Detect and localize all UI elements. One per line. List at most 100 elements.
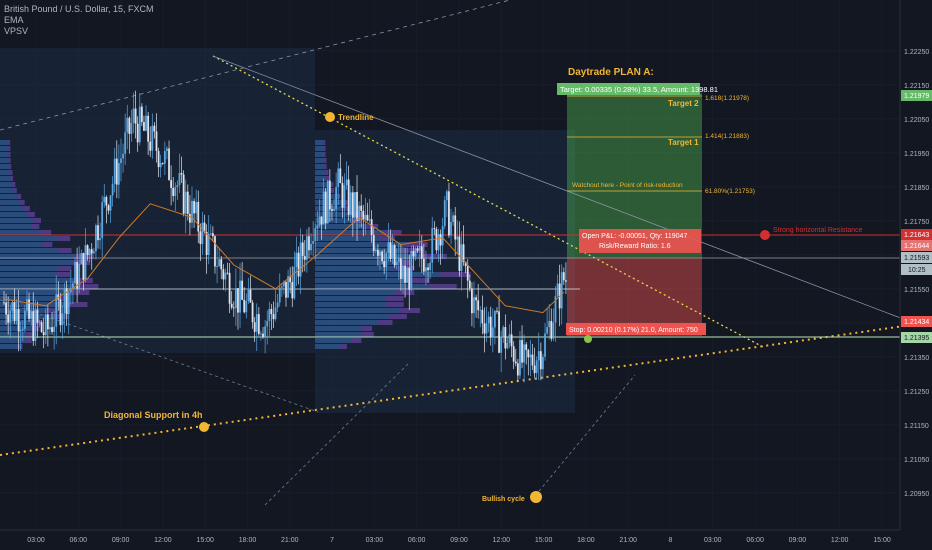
candle-body (3, 302, 5, 304)
candle-body (562, 272, 565, 281)
candle-body (203, 222, 206, 232)
candle-body (445, 191, 448, 201)
price-tag-target (901, 90, 932, 101)
volume-bar (315, 248, 402, 253)
price-tag-target-text: 1.21979 (904, 93, 929, 100)
candle-body (111, 183, 114, 196)
trendline-marker[interactable] (325, 112, 335, 122)
volume-bar-alt (54, 296, 69, 301)
candle-body (381, 251, 383, 261)
descending-trendline (212, 55, 766, 349)
candle-body (161, 162, 164, 164)
candle-body (349, 192, 352, 215)
candle-body (496, 310, 498, 312)
candle-body (542, 356, 544, 370)
candle-body (57, 294, 60, 300)
candle-body (209, 233, 212, 235)
chart-legend: British Pound / U.S. Dollar, 15, FXCM EM… (4, 4, 154, 37)
candle-body (147, 115, 150, 142)
candle-body (28, 299, 30, 319)
candle-body (393, 245, 396, 266)
stop-label-bg (566, 323, 706, 335)
resistance-marker[interactable] (760, 230, 770, 240)
candle-body (397, 258, 400, 262)
candle-body (395, 261, 398, 266)
candle-body (88, 249, 91, 256)
price-tag-time-text: 10:25 (908, 267, 926, 274)
candle-body (489, 316, 492, 338)
candle-body (7, 314, 10, 323)
candle-body (452, 215, 455, 223)
volume-bar (315, 182, 330, 187)
candle-body (197, 201, 200, 232)
volume-bar-alt (57, 248, 72, 253)
candle-body (471, 288, 473, 314)
diagonal-support-marker[interactable] (199, 422, 209, 432)
ema-line (3, 203, 565, 314)
candle-body (548, 320, 551, 328)
candle-body (78, 263, 81, 289)
volume-bar (0, 290, 72, 295)
candle-body (377, 249, 379, 256)
candle-body (406, 267, 409, 283)
candle-body (402, 265, 404, 279)
candle-body (149, 141, 152, 151)
candle-body (335, 187, 338, 210)
price-tag-resistance-text: 1.21643 (904, 232, 929, 239)
bullish-cycle-marker[interactable] (530, 491, 542, 503)
candle-body (458, 236, 461, 271)
candle-body (560, 272, 563, 309)
candle-body (331, 209, 333, 211)
stop-marker[interactable] (584, 335, 592, 343)
candle-body (462, 244, 465, 262)
candle-body (245, 300, 248, 313)
candle-body (387, 242, 390, 253)
candle-body (32, 311, 35, 341)
volume-bar (315, 170, 326, 175)
candle-body (97, 225, 99, 241)
x-tick-label: 03:00 (366, 537, 384, 544)
candle-body (72, 283, 74, 288)
candle-body (364, 214, 367, 220)
rr-label: Risk/Reward Ratio: 1.6 (599, 243, 671, 250)
volume-bar (0, 206, 24, 211)
volume-bar (315, 230, 385, 235)
candle-body (120, 158, 122, 164)
candle-body (134, 108, 137, 124)
candle-body (124, 132, 127, 154)
candle-body (222, 269, 225, 280)
x-tick-label: 21:00 (619, 537, 637, 544)
candle-body (287, 276, 289, 298)
candle-body (414, 248, 417, 257)
candle-body (370, 219, 373, 236)
volume-bar (0, 212, 28, 217)
y-tick-label: 1.21050 (904, 457, 929, 464)
candle-body (322, 191, 325, 225)
candle-body (23, 310, 26, 329)
candle-body (408, 267, 411, 290)
candle-body (448, 191, 450, 236)
volume-bar (0, 260, 73, 265)
candle-body (431, 228, 434, 263)
volume-bar-alt (56, 272, 71, 277)
candle-body (318, 216, 321, 226)
candle-body (226, 272, 229, 274)
volume-bar (0, 200, 20, 205)
y-tick-label: 1.22150 (904, 83, 929, 90)
bullish-cycle-label: Bullish cycle (482, 496, 525, 503)
candle-body (504, 327, 507, 349)
candle-body (412, 251, 415, 257)
candle-body (234, 288, 237, 308)
candles (3, 90, 567, 383)
volume-bar-alt (386, 302, 404, 307)
volume-bar (0, 326, 32, 331)
plan-title: Daytrade PLAN A: (568, 67, 654, 78)
volume-bar (315, 254, 421, 259)
candle-body (9, 310, 12, 323)
x-tick-label: 06:00 (70, 537, 88, 544)
candle-body (544, 333, 546, 357)
candle-body (339, 168, 342, 183)
volume-bar-alt (394, 290, 415, 295)
volume-bar (0, 248, 58, 253)
